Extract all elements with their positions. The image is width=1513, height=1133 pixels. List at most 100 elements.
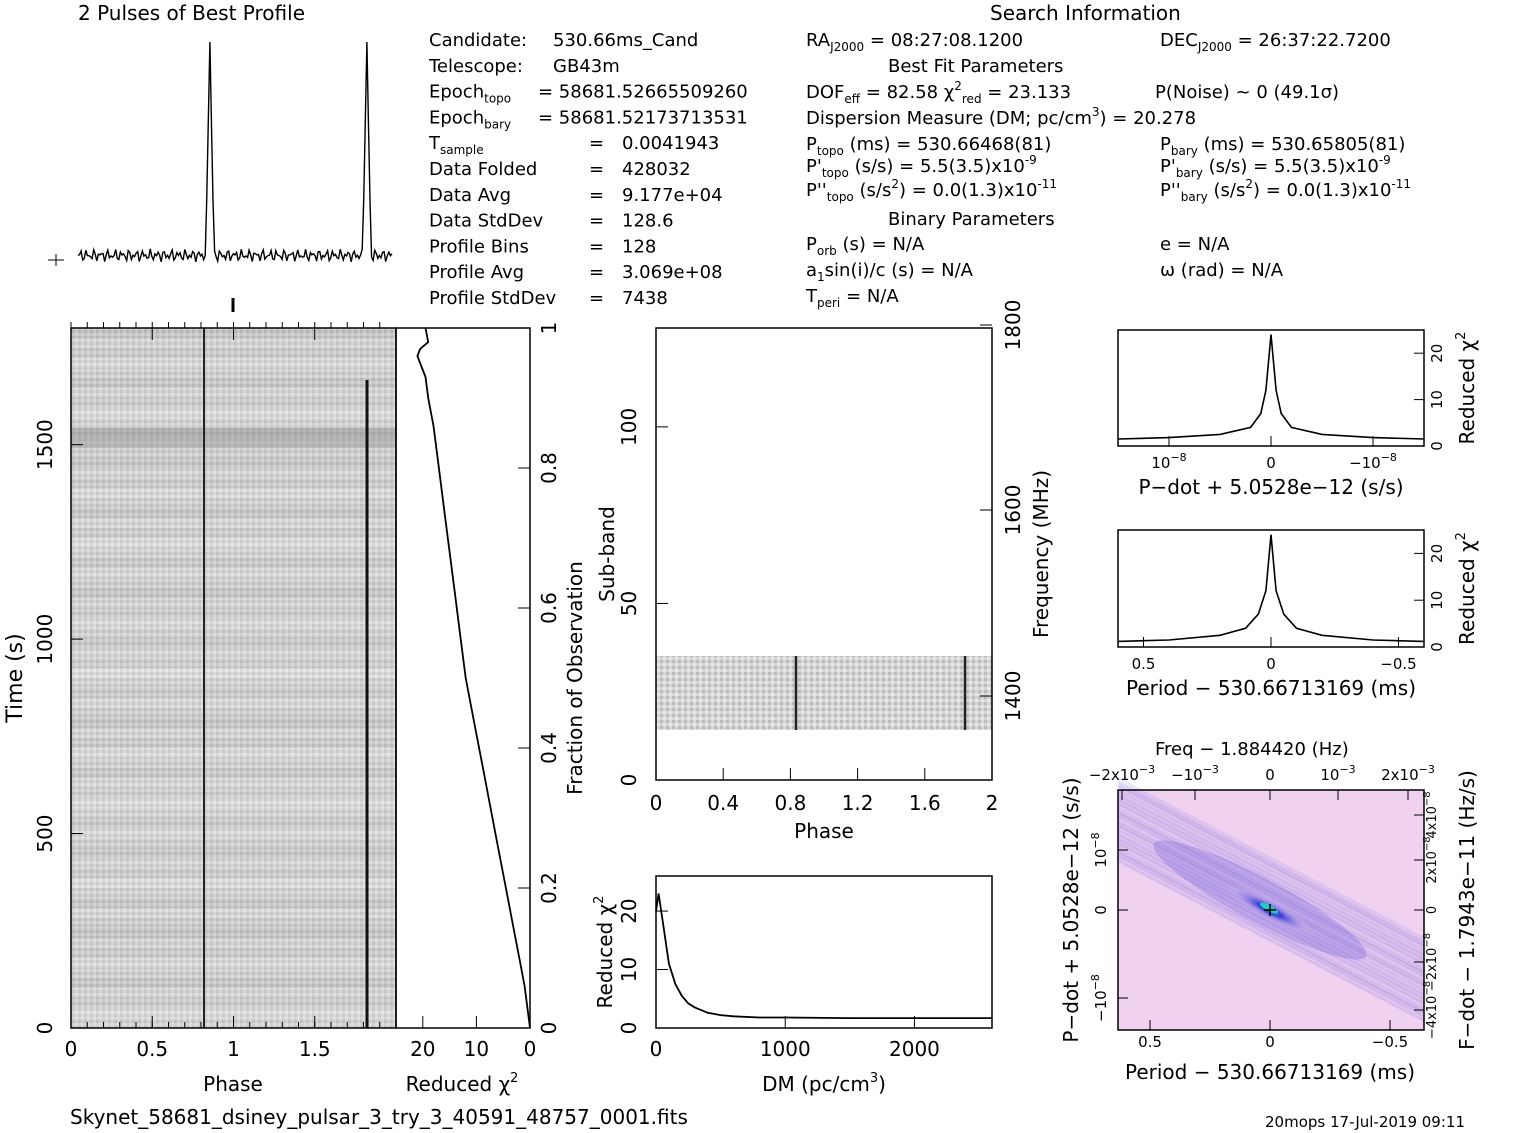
ppd-righttick-label: 2x10−8	[1422, 836, 1440, 883]
ppd-y2label: F−dot − 1.7943e−11 (Hz/s)	[1455, 770, 1479, 1050]
dec-line: DECJ2000 = 26:37:22.7200	[1160, 30, 1391, 54]
time-phase-row	[71, 628, 396, 638]
chi2per-ytick-label: 0	[1428, 642, 1446, 652]
period-pdot-streak	[1117, 816, 1425, 979]
time-phase-row	[71, 488, 396, 498]
time-phase-row	[71, 708, 396, 718]
time-phase-row	[71, 578, 396, 588]
period-pdot-streak	[1117, 848, 1425, 1013]
info-left-equals: =	[589, 133, 604, 154]
dm-ytick-label: 0	[617, 1022, 641, 1035]
time-phase-row	[71, 338, 396, 348]
chi2pdot-ytick-label: 20	[1428, 344, 1446, 363]
info-left-label-text: Epoch	[429, 107, 484, 128]
sub-y2tick-label: 1400	[1001, 671, 1025, 722]
sub-xtick-label: 1.6	[909, 791, 941, 815]
chi2pdot-ytick-label: 0	[1428, 441, 1446, 451]
period-pdot-streak	[1117, 856, 1425, 1019]
time-phase-row	[71, 498, 396, 508]
subband-plot: 0 0.4 0.8 1.2 1.6 2 0 50 100 1400 1600 1800 Phase Sub…	[595, 300, 1053, 843]
info-left-equals: =	[589, 262, 604, 283]
ppd-ytick-label: 0	[1092, 905, 1110, 915]
info-left-label-text: T	[428, 133, 441, 154]
time-phase-row	[71, 608, 396, 618]
sub-y2tick-label: 1800	[1001, 300, 1025, 351]
chi2t-xtick-label: 10	[464, 1037, 489, 1061]
time-phase-row	[71, 758, 396, 768]
ppd-ytick-exp: −8	[1089, 974, 1102, 990]
ppd-righttick-label: 0	[1425, 906, 1440, 914]
info-left-label-text: Profile Avg	[429, 262, 524, 283]
time-phase-row	[71, 1008, 396, 1018]
freq-axis-title: Freq − 1.884420 (Hz)	[1155, 739, 1349, 760]
period-pdot-streak	[1116, 785, 1426, 951]
chi2per-line	[1117, 534, 1425, 643]
time-phase-row	[71, 718, 396, 728]
period-pdot-streak	[1117, 793, 1425, 956]
info-left-value: 128	[622, 236, 656, 257]
info-middle-column: RAJ2000 = 08:27:08.1200 Best Fit Paramet…	[805, 30, 1196, 310]
filename: Skynet_58681_dsiney_pulsar_3_try_3_40591…	[70, 1105, 688, 1129]
time-phase-row	[71, 978, 396, 988]
time-phase-row	[71, 398, 396, 408]
info-left-equals: =	[589, 185, 604, 206]
chi2pdot-xlabel: P−dot + 5.0528e−12 (s/s)	[1138, 475, 1403, 499]
period-pdot-streak	[1117, 796, 1425, 960]
time-phase-stripes	[71, 328, 396, 1028]
info-left-value: 128.6	[622, 211, 674, 232]
period-pdot-streak	[1117, 779, 1425, 943]
time-phase-row	[71, 648, 396, 658]
time-phase-row	[71, 918, 396, 928]
time-phase-row	[71, 598, 396, 608]
info-left-label-text: Data Avg	[429, 185, 511, 206]
info-left-equals: =	[589, 159, 604, 180]
info-left-label-text: Telescope:	[428, 56, 523, 77]
subband-image	[656, 656, 992, 730]
sub-xtick-label: 0.4	[707, 791, 739, 815]
info-left-value: 9.177e+04	[622, 185, 723, 206]
info-left-label-sub: topo	[484, 92, 511, 106]
sub-y2tick-label: 1600	[1001, 485, 1025, 536]
period-pdot-plot: Freq − 1.884420 (Hz) 0.5 0 −0.510−80−10−8−…	[1059, 739, 1479, 1084]
sub-ytick-label: 50	[617, 591, 641, 616]
info-left-label-text: Data Folded	[429, 159, 537, 180]
period-pdot-axes: 0.5 0 −0.5 10−8 0 −10−8 −2x10−3 −10−3 0 10−3 2x10−…	[1059, 763, 1479, 1084]
time-phase-row	[71, 378, 396, 388]
info-left-label: Profile Bins	[429, 236, 529, 257]
ppd-toptick-exp: −3	[1139, 763, 1155, 776]
time-phase-row	[71, 848, 396, 858]
time-phase-row	[71, 968, 396, 978]
period-pdot-streak	[1117, 782, 1425, 947]
chi2per-xtick-label: 0.5	[1132, 655, 1156, 673]
chi2t-xtick-label: 0	[524, 1037, 537, 1061]
info-left-label-text: Profile StdDev	[429, 288, 557, 309]
ppd-righttick-exp: −8	[1422, 836, 1433, 851]
chi2-time-plot: 20 10 00 0.2 0.4 0.6 0.8 1 Reduced χ2 Fraction of…	[395, 322, 587, 1096]
dm-ylabel-text: Reduced χ	[593, 904, 617, 1009]
tp-xtick-label: 0.5	[136, 1037, 168, 1061]
chi2pdot-ylabel-sup: 2	[1454, 332, 1469, 340]
footer-stamp: 20mops 17-Jul-2019 09:11	[1265, 1113, 1465, 1131]
chi2per-xtick-label: −0.5	[1380, 655, 1416, 673]
dm-line: Dispersion Measure (DM; pc/cm3) = 20.278	[806, 105, 1196, 129]
time-phase-row	[71, 358, 396, 368]
time-phase-row	[71, 868, 396, 878]
info-left-equals: =	[589, 211, 604, 232]
time-phase-row	[71, 948, 396, 958]
time-phase-row	[71, 428, 396, 438]
binary-title: Binary Parameters	[888, 209, 1055, 230]
period-pdot-streak	[1116, 812, 1426, 977]
search-info-title: Search Information	[990, 1, 1181, 25]
time-phase-row	[71, 698, 396, 708]
chi2t-ytick-label: 0.4	[537, 732, 561, 764]
chi2-period-curve: 0.5 0 −0.5 0 10 20 Period − 530.66713169 (ms) R…	[1117, 532, 1479, 700]
ppd-toptick-exp: −3	[1203, 763, 1219, 776]
time-phase-row	[71, 738, 396, 748]
time-phase-row	[71, 938, 396, 948]
chi2per-ylabel-sup: 2	[1454, 532, 1469, 540]
ppd-xlabel: Period − 530.66713169 (ms)	[1125, 1060, 1415, 1084]
pddbary-line: P''bary (s/s2) = 0.0(1.3)x10-11	[1160, 177, 1411, 204]
info-left-label-text: Candidate:	[429, 30, 527, 51]
ppd-xtick-label: 0.5	[1138, 1033, 1162, 1051]
